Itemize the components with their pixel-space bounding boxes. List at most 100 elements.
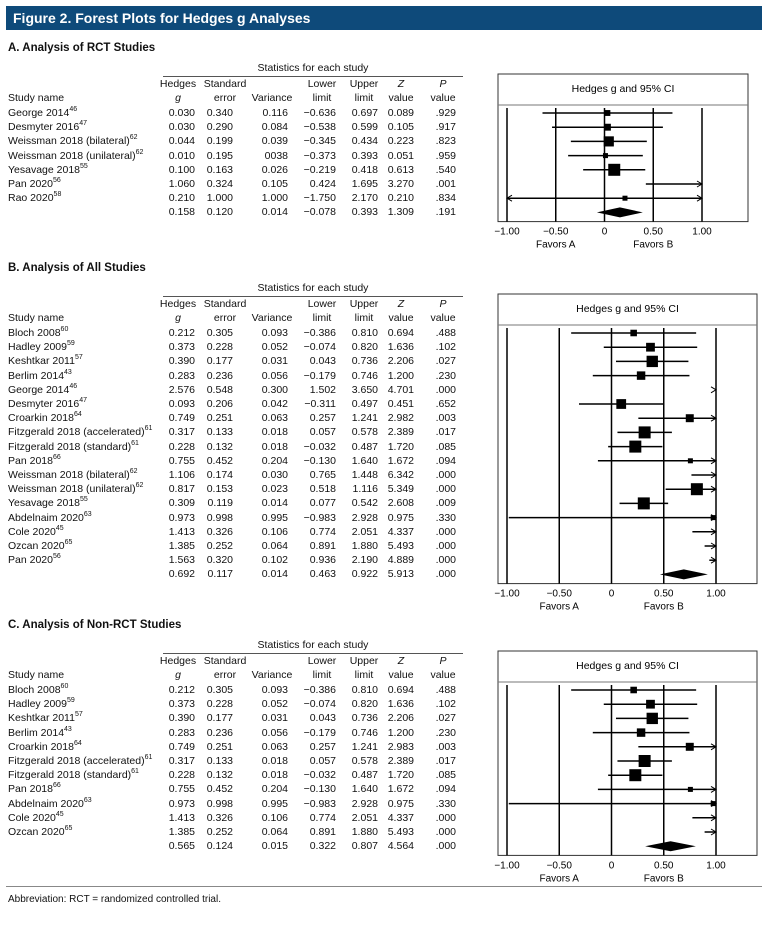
cell-variance: 0.018 (261, 440, 288, 453)
arrow-right (710, 528, 717, 536)
study-name-text: Yesavage 2018 (8, 163, 81, 176)
cell-p: .488 (435, 327, 456, 339)
cell-hedges: 0.317 (168, 426, 195, 439)
column-header-p-line2: value (430, 312, 456, 324)
column-header-z: Z (397, 78, 405, 90)
cell-lower: 0.257 (309, 740, 336, 753)
cell-z: 0.051 (387, 149, 414, 162)
column-header-lower: Lower (307, 298, 337, 310)
stats-divider (163, 76, 463, 77)
plot-frame (497, 650, 758, 856)
column-header-variance-line2: Variance (251, 312, 293, 324)
cell-variance: 0.106 (261, 525, 288, 538)
cell-upper: 1.640 (351, 783, 378, 796)
stats-divider (163, 296, 463, 297)
summary-cell-z: 5.913 (387, 568, 414, 581)
reference-number: 63 (83, 796, 92, 804)
arrow-right (710, 414, 717, 422)
cell-se: 0.133 (206, 755, 233, 767)
cell-upper: 2.170 (351, 192, 378, 205)
cell-lower: 0.774 (309, 525, 336, 538)
cell-lower: 0.424 (309, 178, 336, 190)
study-name: Bloch 200860 (8, 326, 68, 340)
column-header-study: Study name (8, 312, 65, 324)
plot-title: Hedges g and 95% CI (576, 660, 679, 672)
cell-hedges: 0.212 (168, 327, 195, 339)
cell-lower: 1.502 (309, 383, 336, 396)
study-name-text: Weissman 2018 (bilateral) (8, 135, 130, 148)
cell-p: .917 (435, 121, 456, 134)
cell-z: 2.389 (387, 426, 414, 439)
cell-z: 2.608 (387, 497, 414, 510)
cell-se: 0.340 (206, 107, 233, 119)
column-header-se-line2: error (213, 92, 237, 104)
axis-tick-label: −1.00 (494, 860, 520, 871)
cell-hedges: 0.030 (168, 121, 195, 134)
cell-variance: 0.995 (261, 511, 288, 524)
cell-z: 1.636 (387, 698, 414, 711)
cell-z: 0.975 (387, 797, 414, 810)
effect-marker (685, 414, 694, 423)
study-name-text: Weissman 2018 (unilateral) (8, 483, 136, 496)
column-header-z-line2: value (388, 669, 414, 681)
cell-upper: 0.810 (351, 327, 378, 339)
cell-se: 0.320 (206, 554, 233, 567)
column-header-hedges: Hedges (159, 655, 197, 667)
reference-number: 59 (66, 340, 75, 348)
column-header-upper-line2: limit (354, 312, 374, 324)
forest-plot: Hedges g and 95% CI −1.00 −0.50 0 0.50 1.00 Fa… (494, 650, 758, 884)
column-header-study: Study name (8, 669, 65, 681)
cell-lower: −0.636 (303, 107, 336, 119)
study-name-text: Weissman 2018 (bilateral) (8, 469, 130, 481)
cell-z: 0.694 (387, 684, 414, 696)
cell-se: 0.228 (206, 341, 233, 354)
cell-se: 0.252 (206, 826, 233, 838)
cell-z: 4.701 (387, 383, 414, 396)
cell-variance: 0.093 (261, 327, 288, 339)
plot-frame (497, 73, 749, 223)
section-title: C. Analysis of Non-RCT Studies (8, 619, 182, 631)
summary-cell-z: 4.564 (387, 840, 414, 853)
cell-upper: 0.746 (351, 726, 378, 739)
cell-hedges: 0.373 (168, 698, 195, 711)
study-name-text: Croarkin 2018 (8, 412, 74, 425)
column-header-se-line2: error (213, 669, 237, 681)
arrow-right (696, 194, 703, 202)
column-header-lower: Lower (307, 78, 337, 90)
cell-z: 1.720 (387, 440, 414, 453)
cell-p: .000 (435, 469, 456, 481)
cell-lower: −0.311 (304, 398, 336, 410)
column-header-z: Z (397, 655, 405, 667)
column-header-upper: Upper (349, 298, 379, 310)
study-name-text: Croarkin 2018 (8, 740, 74, 753)
effect-marker (629, 769, 642, 782)
column-header-p: P (439, 78, 447, 90)
cell-upper: 0.393 (351, 149, 378, 162)
reference-number: 55 (80, 162, 88, 170)
cell-lower: 0.043 (309, 355, 336, 368)
cell-z: 1.200 (387, 369, 414, 382)
cell-lower: 0.257 (309, 412, 336, 425)
cell-variance: 0.063 (261, 740, 288, 753)
study-name: George 201446 (8, 383, 77, 397)
column-header-lower-line2: limit (312, 92, 332, 104)
study-name-text: Keshtkar 2011 (8, 355, 75, 368)
effect-marker (629, 440, 642, 453)
arrow-right (710, 471, 717, 479)
cell-upper: 1.880 (351, 826, 378, 838)
cell-z: 1.720 (387, 769, 414, 782)
study-name-text: Rao 2020 (8, 192, 54, 205)
study-name: Pan 202056 (8, 553, 61, 567)
effect-marker (646, 699, 655, 709)
cell-upper: 1.880 (351, 540, 378, 552)
study-name-text: Ozcan 2020 (8, 826, 65, 838)
cell-upper: 2.190 (351, 554, 378, 567)
cell-lower: −0.179 (303, 726, 336, 739)
summary-cell-p: .000 (435, 840, 456, 853)
cell-hedges: 0.817 (168, 483, 195, 496)
reference-number: 66 (52, 782, 61, 790)
cell-z: 0.089 (387, 107, 414, 119)
cell-upper: 0.599 (351, 121, 378, 134)
study-name: Rao 202058 (8, 191, 61, 205)
study-name: Fitzgerald 2018 (accelerated)61 (8, 754, 152, 768)
